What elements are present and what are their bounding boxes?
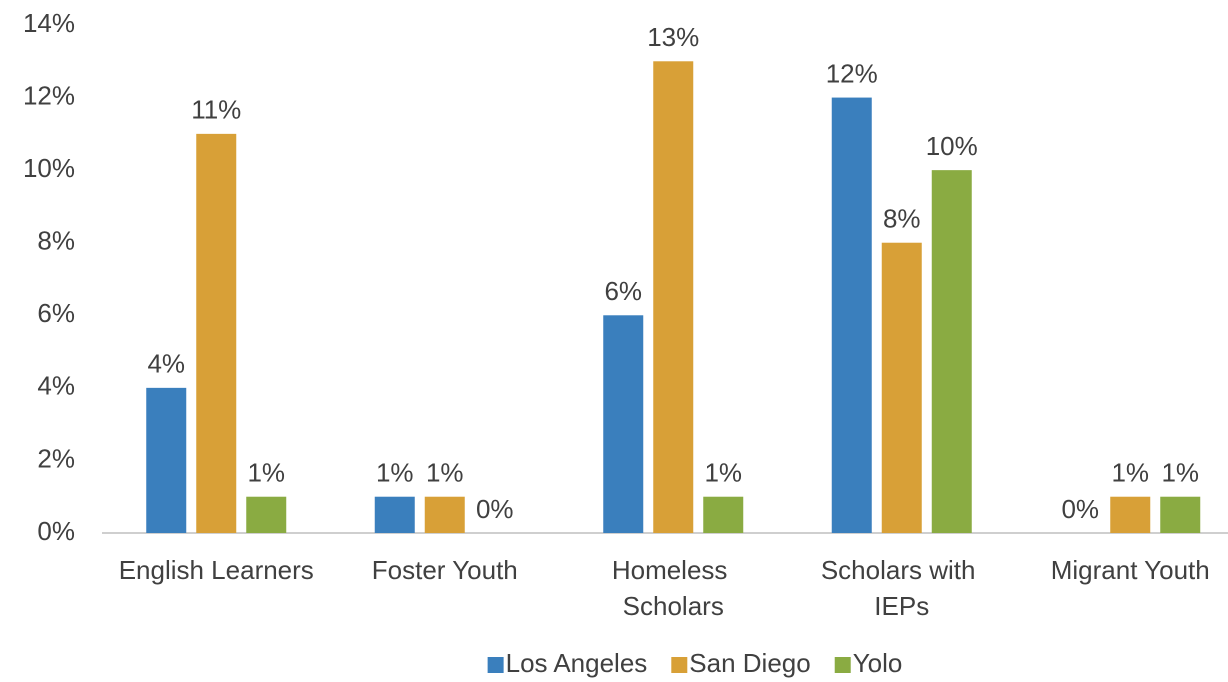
data-label: 10% (926, 131, 978, 161)
data-label: 0% (476, 494, 514, 524)
bar (146, 387, 187, 533)
x-tick-label: Foster Youth (372, 555, 518, 585)
bar (703, 496, 744, 533)
bar (653, 61, 694, 534)
data-label: 1% (247, 458, 285, 488)
bar (1160, 496, 1201, 533)
data-label: 8% (883, 204, 921, 234)
legend-swatch (487, 657, 504, 673)
legend-label: San Diego (689, 648, 810, 678)
y-tick-label: 4% (37, 371, 75, 401)
data-label: 1% (704, 458, 742, 488)
y-tick-label: 10% (23, 153, 75, 183)
data-label: 1% (376, 458, 414, 488)
bar (424, 496, 465, 533)
bar (931, 170, 972, 533)
y-tick-label: 12% (23, 80, 75, 110)
data-label: 4% (147, 349, 185, 379)
legend-swatch (834, 657, 851, 673)
x-tick-label: Homeless Scholars (612, 555, 735, 621)
data-label: 1% (1161, 458, 1199, 488)
data-label: 12% (826, 58, 878, 88)
data-label: 0% (1061, 494, 1099, 524)
x-tick-label: Migrant Youth (1051, 555, 1210, 585)
bar (603, 315, 644, 533)
data-label: 6% (604, 276, 642, 306)
x-tick-label: English Learners (119, 555, 314, 585)
bar (1110, 496, 1151, 533)
bar (246, 496, 287, 533)
legend-label: Yolo (853, 648, 903, 678)
data-label: 13% (647, 22, 699, 52)
bar (196, 133, 237, 533)
y-tick-label: 6% (37, 298, 75, 328)
bar (374, 496, 415, 533)
legend-swatch (671, 657, 688, 673)
y-tick-label: 0% (37, 516, 75, 546)
bar (831, 97, 872, 534)
x-tick-label: Scholars with IEPs (821, 555, 983, 621)
y-tick-label: 14% (23, 8, 75, 38)
data-label: 1% (1111, 458, 1149, 488)
legend-label: Los Angeles (506, 648, 648, 678)
y-tick-label: 8% (37, 226, 75, 256)
data-label: 11% (191, 95, 241, 125)
data-label: 1% (426, 458, 464, 488)
bar (881, 242, 922, 533)
y-tick-label: 2% (37, 443, 75, 473)
